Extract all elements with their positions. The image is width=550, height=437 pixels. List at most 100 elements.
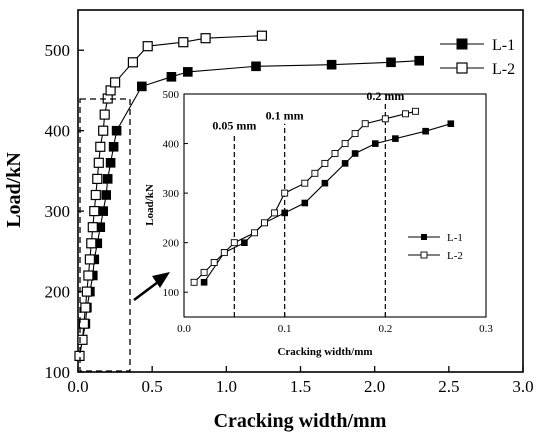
main-x-tick-label: 0.5 — [142, 377, 163, 396]
inset-data-point-L-2 — [200, 268, 208, 276]
zoom-arrow-head — [152, 272, 170, 288]
legend-l2-marker — [456, 62, 468, 74]
inset-legend-l2-label: L-2 — [447, 250, 463, 262]
inset-data-point-L-2 — [190, 278, 198, 286]
main-data-point-L-2 — [178, 37, 189, 48]
main-data-point-L-2 — [87, 222, 98, 233]
main-data-point-L-1 — [108, 142, 119, 152]
inset-y-tick-label: 100 — [163, 287, 180, 299]
inset-series — [190, 107, 455, 286]
inset-x-tick-label: 0.0 — [177, 323, 191, 335]
inset-x-ticks: 0.0 0.1 0.2 0.3 — [177, 313, 493, 335]
main-data-point-L-2 — [99, 109, 110, 120]
main-y-tick-label: 500 — [45, 41, 71, 60]
inset-y-tick-label: 400 — [163, 139, 180, 151]
main-data-point-L-2 — [84, 254, 96, 265]
inset-y-axis-title: Load/kN — [144, 184, 156, 226]
zoom-region-box — [79, 98, 131, 372]
main-data-point-L-1 — [111, 125, 122, 136]
inset-data-point-L-1 — [392, 135, 399, 142]
main-series — [74, 30, 425, 361]
main-data-point-L-1 — [166, 72, 177, 82]
inset-data-point-L-2 — [381, 115, 389, 123]
inset-ref-label: 0.2 mm — [366, 89, 404, 103]
main-data-point-L-2 — [95, 141, 106, 152]
main-data-point-L-2 — [93, 157, 104, 168]
inset-data-point-L-2 — [230, 239, 238, 247]
inset-data-point-L-2 — [321, 159, 329, 167]
inset-legend-l2-marker — [420, 251, 428, 259]
inset-x-tick-label: 0.3 — [479, 323, 493, 335]
main-y-tick-label: 400 — [45, 122, 71, 141]
inset-data-point-L-2 — [220, 249, 228, 257]
main-x-axis-title: Cracking width/mm — [214, 410, 387, 432]
main-data-point-L-2 — [86, 238, 97, 249]
main-data-point-L-2 — [81, 286, 93, 297]
main-legend: L-1 L-2 — [440, 37, 515, 78]
inset-background — [184, 94, 486, 317]
inset-data-point-L-1 — [371, 140, 379, 147]
inset-data-point-L-1 — [447, 120, 455, 127]
main-y-axis-title: Load/kN — [3, 152, 25, 228]
main-data-point-L-1 — [326, 59, 337, 70]
inset-x-tick-label: 0.2 — [378, 323, 392, 335]
inset-data-point-L-2 — [210, 259, 218, 266]
main-data-point-L-1 — [386, 57, 396, 68]
inset-data-point-L-1 — [301, 199, 309, 207]
main-x-tick-label: 2.0 — [364, 377, 385, 396]
main-data-point-L-2 — [200, 33, 211, 44]
inset-chart: 0.05 mm 0.1 mm 0.2 mm 0.0 0.1 0.2 0.3 100 200 3… — [144, 89, 493, 358]
legend-l1-marker — [456, 38, 468, 50]
inset-data-point-L-1 — [241, 239, 248, 246]
main-data-point-L-2 — [109, 77, 121, 88]
inset-data-point-L-1 — [321, 179, 329, 187]
inset-ref-label: 0.1 mm — [266, 109, 304, 123]
inset-data-point-L-2 — [412, 107, 419, 115]
main-y-ticks: 100 200 300 400 500 — [45, 41, 84, 382]
main-data-point-L-2 — [89, 206, 100, 217]
inset-data-point-L-2 — [341, 140, 349, 148]
main-x-tick-label: 2.5 — [438, 377, 459, 396]
inset-legend-l1-label: L-1 — [447, 232, 463, 244]
main-data-point-L-1 — [183, 67, 193, 77]
main-chart: 0.0 0.5 1.0 1.5 2.0 2.5 3.0 100 200 300 400 500 Cr… — [3, 9, 534, 432]
inset-data-point-L-1 — [351, 150, 359, 157]
legend-l2-label: L-2 — [492, 61, 515, 78]
main-data-point-L-2 — [83, 270, 94, 281]
main-data-point-L-2 — [256, 30, 267, 41]
inset-y-ticks: 100 200 300 400 500 — [163, 89, 188, 299]
main-x-ticks: 0.0 0.5 1.0 1.5 2.0 2.5 3.0 — [67, 366, 534, 396]
main-series-line-L-1 — [78, 60, 420, 357]
main-data-point-L-2 — [80, 302, 91, 313]
inset-legend: L-1 L-2 — [408, 232, 463, 262]
main-x-tick-label: 1.0 — [216, 377, 237, 396]
main-data-point-L-2 — [90, 189, 101, 201]
main-data-point-L-1 — [414, 55, 425, 66]
main-data-point-L-2 — [92, 173, 103, 184]
main-data-point-L-1 — [101, 190, 111, 200]
inset-ref-label: 0.05 mm — [212, 119, 256, 133]
inset-data-point-L-2 — [251, 229, 258, 237]
main-data-point-L-2 — [98, 125, 109, 136]
legend-l1-label: L-1 — [492, 37, 515, 54]
inset-data-point-L-1 — [200, 278, 208, 286]
inset-y-tick-label: 300 — [163, 188, 180, 200]
inset-reference-lines: 0.05 mm 0.1 mm 0.2 mm — [212, 89, 404, 317]
inset-data-point-L-2 — [261, 219, 268, 227]
main-data-point-L-1 — [137, 81, 147, 92]
inset-data-point-L-1 — [422, 127, 429, 135]
main-data-point-L-2 — [142, 41, 153, 52]
inset-data-point-L-2 — [361, 120, 369, 128]
main-data-point-L-1 — [251, 61, 261, 72]
main-data-point-L-1 — [98, 206, 108, 216]
main-x-tick-label: 1.5 — [290, 377, 311, 396]
main-data-point-L-1 — [102, 174, 113, 184]
inset-data-point-L-2 — [402, 110, 409, 118]
inset-data-point-L-2 — [331, 150, 339, 157]
main-data-point-L-2 — [127, 57, 138, 68]
inset-data-point-L-2 — [351, 130, 359, 138]
inset-y-tick-label: 200 — [163, 238, 180, 250]
main-data-point-L-1 — [105, 158, 116, 168]
main-y-tick-label: 300 — [45, 202, 71, 221]
